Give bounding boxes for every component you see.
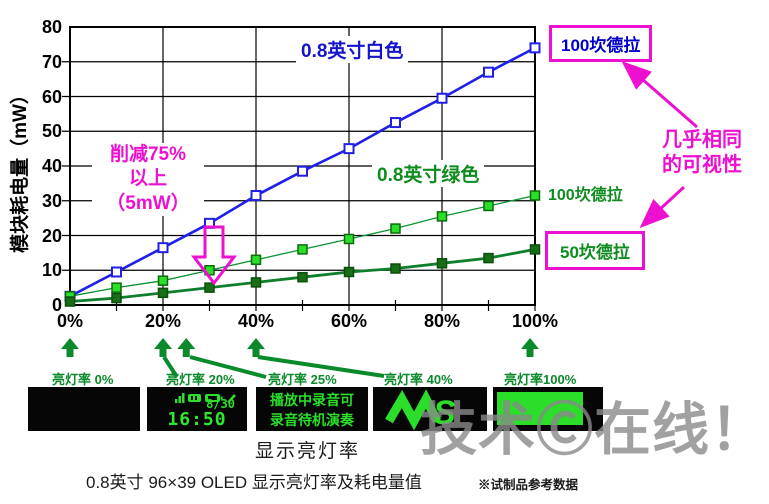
reduction-annotation: 削减75% 以上 （5mW）	[92, 143, 204, 216]
y-tick-label: 40	[41, 156, 62, 176]
data-point	[390, 263, 401, 274]
oled-screen-filled	[493, 387, 603, 431]
indicator-label-25: 亮灯率 25%	[268, 372, 337, 387]
data-point	[436, 211, 448, 222]
up-arrow-icon	[154, 338, 172, 357]
data-point	[436, 258, 448, 269]
visibility-line1: 几乎相同	[662, 129, 742, 151]
indicator-label-40: 亮灯率 40%	[384, 372, 453, 387]
figure-caption-note: ※试制品参考数据	[478, 478, 579, 492]
data-point	[111, 266, 122, 278]
oled-screen-text: 播放中录音可 录音待机演奏	[256, 387, 368, 431]
data-point	[111, 292, 122, 304]
y-tick-label: 50	[41, 121, 62, 142]
x-tick-label: 60%	[330, 311, 368, 331]
y-tick-label: 70	[41, 51, 62, 72]
oled-screen-logo: S	[373, 387, 487, 431]
data-point	[297, 165, 308, 177]
y-tick-label: 10	[41, 260, 62, 281]
svg-text:S: S	[433, 394, 456, 431]
pointer-arrow-top-icon	[621, 61, 698, 129]
screen-text-line2: 录音待机演奏	[270, 411, 354, 428]
x-tick-label: 80%	[423, 311, 461, 331]
plot-frame	[69, 26, 536, 306]
data-point	[297, 244, 308, 255]
series-label-white: 0.8英寸白色	[296, 36, 409, 63]
status-icons-glyphs	[175, 393, 236, 403]
data-point	[343, 233, 355, 245]
visibility-annotation: 几乎相同 的可视性	[662, 128, 742, 178]
data-point	[390, 223, 401, 234]
phone-icon	[227, 394, 236, 403]
candela-100-green-label: 100坎德拉	[548, 187, 623, 204]
candela-50-green-badge: 50坎德拉	[545, 231, 645, 270]
indicator-label-20: 亮灯率 20%	[166, 372, 235, 387]
y-tick-label: 80	[41, 17, 62, 37]
x-tick-label: 20%	[144, 311, 182, 331]
screen-date: 8/30	[206, 397, 235, 411]
up-arrow-icon	[177, 338, 196, 357]
y-tick-label: 60	[41, 86, 62, 107]
candela-100-white-badge: 100坎德拉	[549, 25, 653, 62]
series-label-green: 0.8英寸绿色	[372, 160, 485, 187]
data-point	[529, 244, 541, 255]
x-tick-label: 40%	[237, 311, 275, 331]
data-point	[529, 42, 541, 54]
data-point	[390, 117, 401, 129]
indicator-label-100: 亮灯率100%	[504, 372, 577, 387]
visibility-line2: 的可视性	[662, 154, 742, 176]
ns-logo-icon: S	[385, 389, 456, 431]
x-tick-label: 100%	[511, 311, 559, 331]
data-point	[157, 287, 169, 299]
data-point	[204, 282, 215, 293]
y-tick-label: 30	[41, 190, 62, 211]
screen-text-line1: 播放中录音可	[270, 392, 354, 408]
reduction-line2: 以上	[128, 168, 167, 190]
indicator-label-0: 亮灯率 0%	[52, 372, 114, 387]
x-tick-label: 0%	[56, 311, 83, 331]
reduction-arrow-icon	[190, 225, 238, 286]
up-arrow-icon	[521, 338, 539, 357]
data-point	[64, 296, 76, 307]
data-point	[483, 200, 494, 212]
data-point	[111, 282, 122, 293]
indicator-connector	[162, 355, 179, 379]
up-arrow-icon	[61, 338, 79, 357]
memo-icon	[188, 394, 201, 402]
watermark: 技术Ⓒ在线！	[420, 398, 768, 462]
data-point	[157, 242, 169, 254]
data-point	[250, 190, 262, 202]
data-point	[436, 92, 448, 104]
indicator-connector	[189, 355, 267, 379]
data-point	[297, 271, 308, 283]
signal-icon	[175, 399, 178, 403]
data-point	[250, 254, 262, 266]
screen-time: 16:50	[167, 409, 227, 430]
oled-screen-clock: 8/30 16:50	[147, 387, 247, 431]
data-point	[343, 143, 355, 155]
data-point	[250, 277, 262, 288]
reduction-line3: （5mW）	[106, 192, 190, 214]
up-arrow-icon	[247, 338, 265, 357]
data-point	[483, 66, 494, 78]
status-icons	[147, 387, 247, 403]
data-point	[343, 266, 355, 278]
oled-screen-blank	[28, 387, 140, 431]
reduction-line1: 削减75%	[109, 144, 187, 165]
data-point	[529, 190, 541, 201]
data-point	[483, 252, 494, 264]
x-axis-title: 显示亮灯率	[255, 441, 361, 462]
data-point	[157, 275, 169, 286]
y-tick-label: 0	[51, 295, 62, 315]
y-tick-label: 20	[41, 225, 62, 246]
pointer-arrow-bottom-icon	[639, 185, 686, 229]
figure-caption: 0.8英寸 96×39 OLED 显示亮灯率及耗电量值	[86, 473, 422, 492]
indicator-connector	[257, 355, 385, 378]
filled-green-area	[497, 392, 583, 425]
